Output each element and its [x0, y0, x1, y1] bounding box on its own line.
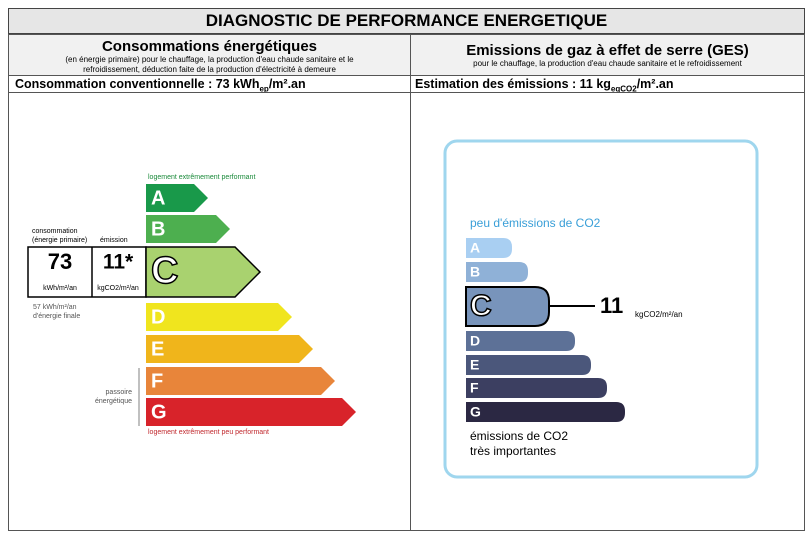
ges-bar	[466, 378, 607, 398]
bottom-label: logement extrêmement peu performant	[148, 429, 269, 436]
class-letter: D	[151, 306, 165, 328]
energy-heading: Consommations énergétiques	[101, 38, 318, 55]
class-letter: B	[151, 218, 165, 240]
class-letter: F	[470, 380, 479, 396]
energy-bar	[146, 184, 208, 212]
ges-bar	[465, 286, 550, 327]
ges-bar	[466, 331, 575, 351]
emission-unit: kgCO2/m²/an	[97, 285, 139, 292]
text: /m².an	[636, 77, 674, 91]
side-label: énergétique	[95, 398, 132, 405]
side-label: passoire	[106, 389, 133, 396]
final-note: d'énergie finale	[33, 313, 80, 320]
consumption-label: consommation	[32, 228, 78, 235]
emission-label: émission	[100, 237, 128, 244]
ges-frame	[443, 139, 759, 479]
bottom-label: très importantes	[470, 444, 556, 458]
class-letter: E	[151, 338, 164, 360]
ges-heading: Emissions de gaz à effet de serre (GES)	[466, 42, 749, 59]
class-letter: G	[470, 404, 481, 420]
doc-title: DIAGNOSTIC DE PERFORMANCE ENERGETIQUE	[8, 8, 805, 34]
text: Consommation conventionnelle : 73 kWh	[15, 77, 260, 91]
ges-bar	[466, 402, 625, 422]
class-letter: C	[470, 289, 492, 322]
text: /m².an	[268, 77, 306, 91]
emission-value: 11*	[103, 251, 134, 274]
ges-bar	[466, 262, 528, 282]
class-letter: E	[470, 357, 479, 373]
text: ep	[259, 84, 269, 94]
energy-bar	[146, 335, 313, 363]
energy-bar	[146, 367, 335, 395]
top-label: peu d'émissions de CO2	[470, 216, 601, 230]
ges-bar	[466, 238, 512, 258]
energy-bar	[146, 215, 230, 243]
class-letter: A	[151, 187, 165, 209]
text: Estimation des émissions : 11 kg	[415, 77, 611, 91]
class-letter: C	[151, 250, 178, 292]
ges-bar	[466, 355, 591, 375]
ges-value: 11	[600, 293, 623, 318]
top-label: logement extrêmement performant	[148, 174, 255, 181]
class-letter: F	[151, 370, 163, 392]
class-letter: A	[470, 240, 480, 256]
energy-note: (en énergie primaire) pour le chauffage,…	[65, 55, 354, 74]
ges-unit: kgCO2/m²/an	[635, 310, 683, 319]
class-letter: B	[470, 264, 480, 280]
energy-bar	[145, 246, 262, 298]
ges-note: pour le chauffage, la production d'eau c…	[473, 59, 742, 68]
class-letter: G	[151, 401, 167, 423]
consumption-value: 73	[48, 249, 72, 274]
consumption-unit: kWh/m²/an	[43, 285, 77, 292]
energy-bar	[146, 303, 292, 331]
ges-panel	[410, 92, 805, 531]
consumption-label: (énergie primaire)	[32, 237, 87, 244]
text: eqCO2	[610, 84, 637, 94]
bottom-label: émissions de CO2	[470, 429, 568, 443]
final-note: 57 kWh/m²/an	[33, 304, 77, 311]
energy-bar	[146, 398, 356, 426]
class-letter: D	[470, 333, 480, 349]
